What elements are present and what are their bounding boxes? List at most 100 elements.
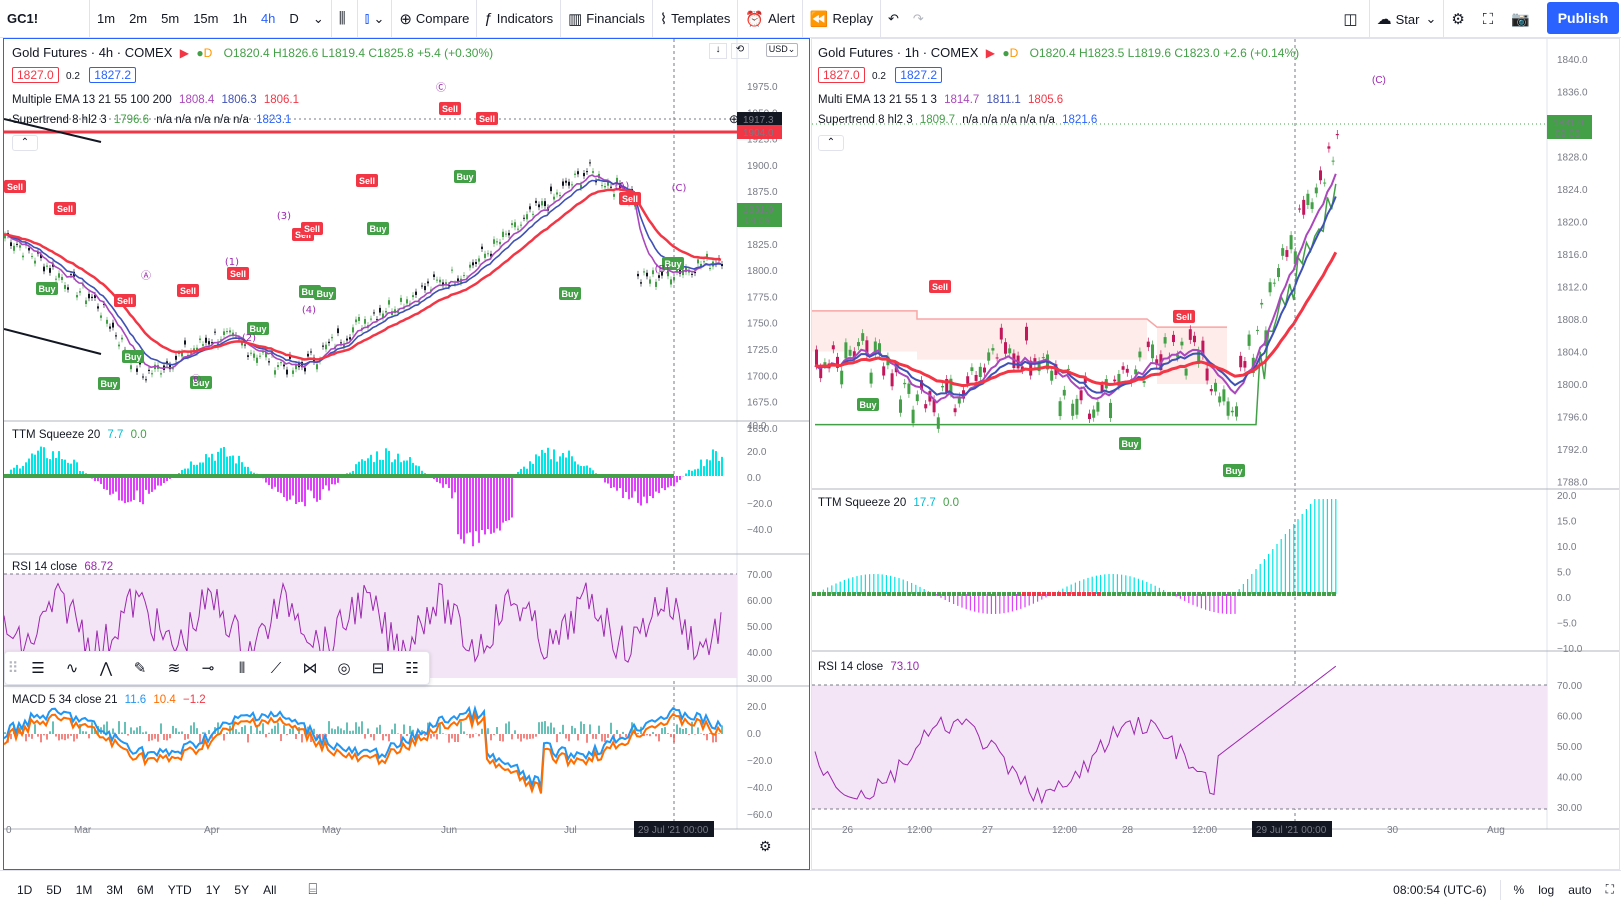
pattern-tool[interactable]: ⋈ <box>293 653 327 683</box>
templates-button[interactable]: ⌇ Templates <box>653 0 739 38</box>
reset-scale-button[interactable]: ⟲ <box>731 43 749 59</box>
collapse-legend-button[interactable]: ⌃ <box>818 135 844 151</box>
layout-button[interactable]: ◫ <box>1336 0 1370 38</box>
auto-toggle[interactable]: auto <box>1568 882 1592 897</box>
right-chart-pane[interactable]: 1840.01836.01832.01828.01824.01820.01816… <box>811 38 1620 870</box>
right-rsi-legend[interactable]: RSI 14 close 73.10 <box>818 661 919 673</box>
interval-15m[interactable]: 15m <box>186 0 225 38</box>
candle-body <box>911 409 915 424</box>
macd-hist <box>661 728 663 734</box>
settings-button[interactable]: ⚙ <box>1444 0 1475 38</box>
ray-tool[interactable]: ⊸ <box>191 653 225 683</box>
ttm-bar <box>616 476 618 491</box>
candle-body <box>520 224 522 226</box>
abc-pattern-tool[interactable]: ⋀ <box>89 653 123 683</box>
bid-price[interactable]: 1827.0 <box>818 67 865 83</box>
compare-button[interactable]: ⊕ Compare <box>392 0 478 38</box>
drag-handle-icon[interactable]: ⠿ <box>7 660 19 677</box>
price-tick: 1820.0 <box>1557 218 1588 229</box>
interval-dropdown[interactable]: ⌄ <box>306 0 332 38</box>
macd-hist <box>604 734 606 743</box>
macd-hist <box>523 734 525 739</box>
candle-body <box>658 275 660 278</box>
fullscreen-button[interactable]: ⛶ <box>1476 0 1505 38</box>
candle-body <box>445 282 447 285</box>
ema-label: Multi EMA 13 21 55 1 3 <box>818 94 937 106</box>
spiral-tool[interactable]: ◎ <box>327 653 361 683</box>
left-chart-pane[interactable]: 1975.01950.01925.01900.01875.01850.01825… <box>3 38 810 870</box>
fib-channel-tool[interactable]: ≋ <box>157 653 191 683</box>
time-tick: Aug <box>1487 825 1505 836</box>
left-chart-canvas[interactable]: 1975.01950.01925.01900.01875.01850.01825… <box>4 39 810 870</box>
alert-button[interactable]: ⏰ Alert <box>738 0 803 38</box>
replay-button[interactable]: ⏪ Replay <box>803 0 881 38</box>
candle-body <box>1109 402 1112 419</box>
ttm-tick: 5.0 <box>1557 568 1571 579</box>
right-supertrend-legend[interactable]: Supertrend 8 hl2 3 1809.7 n/a n/a n/a n/… <box>818 114 1097 126</box>
undo-button[interactable]: ↶ <box>881 0 906 38</box>
snapshot-button[interactable]: 📷 <box>1504 0 1541 38</box>
range-5d[interactable]: 5D <box>46 882 62 897</box>
ask-price[interactable]: 1827.2 <box>895 67 942 83</box>
interval-2m[interactable]: 2m <box>122 0 154 38</box>
bid-price[interactable]: 1827.0 <box>12 67 59 83</box>
range-5y[interactable]: 5Y <box>234 882 250 897</box>
range-3m[interactable]: 3M <box>106 882 124 897</box>
signal-sell-bg <box>929 280 951 293</box>
expand-icon[interactable]: ⛶ <box>1605 882 1614 896</box>
interval-d[interactable]: D <box>282 0 305 38</box>
indicators-button[interactable]: ƒ Indicators <box>477 0 562 38</box>
percent-toggle[interactable]: % <box>1513 882 1525 897</box>
log-toggle[interactable]: log <box>1538 882 1555 897</box>
collapse-legend-button[interactable]: ⌃ <box>12 135 38 151</box>
range-all[interactable]: All <box>263 882 277 897</box>
ttm-bar <box>400 462 402 476</box>
chart-type-bars-button[interactable]: ⫼ <box>332 0 358 38</box>
clock[interactable]: 08:00:54 (UTC-6) <box>1393 882 1487 897</box>
range-6m[interactable]: 6M <box>137 882 154 897</box>
supertrend-upper <box>812 310 1227 328</box>
right-ema-legend[interactable]: Multi EMA 13 21 55 1 3 1814.7 1811.1 180… <box>818 94 1063 106</box>
symbol-search[interactable]: GC1! <box>0 0 90 38</box>
wave-tool[interactable]: ∿ <box>55 653 89 683</box>
interval-1m[interactable]: 1m <box>90 0 122 38</box>
range-1m[interactable]: 1M <box>75 882 93 897</box>
chart-type-candles-button[interactable]: ⫾ ⌄ <box>358 0 393 38</box>
range-ytd[interactable]: YTD <box>167 882 192 897</box>
range-1y[interactable]: 1Y <box>205 882 221 897</box>
publish-button[interactable]: Publish <box>1547 2 1619 34</box>
candle-body <box>694 271 696 274</box>
settings-lines-tool[interactable]: ☷ <box>395 653 429 683</box>
ttm-bar <box>655 476 657 492</box>
ttm-bar <box>40 446 42 476</box>
candle-body <box>49 268 51 273</box>
currency-selector[interactable]: USD⌄ <box>766 43 798 57</box>
right-chart-canvas[interactable]: 1840.01836.01832.01828.01824.01820.01816… <box>812 39 1620 870</box>
signal-buy-label: Buy <box>38 284 55 294</box>
price-tick: 1975.0 <box>747 82 778 93</box>
range-1d[interactable]: 1D <box>17 882 33 897</box>
redo-button[interactable]: ↷ <box>906 0 931 38</box>
left-macd-legend[interactable]: MACD 5 34 close 21 11.6 10.4 −1.2 <box>12 694 206 706</box>
horizontal-lines-tool[interactable]: ☰ <box>21 653 55 683</box>
pen-tool[interactable]: ✎ <box>123 653 157 683</box>
interval-1h[interactable]: 1h <box>225 0 253 38</box>
trend-line-tool[interactable]: ⟋ <box>259 653 293 683</box>
left-ttm-legend[interactable]: TTM Squeeze 20 7.7 0.0 <box>12 429 147 441</box>
gann-tool[interactable]: ⊟ <box>361 653 395 683</box>
scroll-down-button[interactable]: ↓ <box>709 43 727 59</box>
left-supertrend-legend[interactable]: Supertrend 8 hl2 3 1796.6 n/a n/a n/a n/… <box>12 114 291 126</box>
interval-4h[interactable]: 4h <box>254 0 282 38</box>
goto-date-button[interactable]: ⌸ <box>301 881 324 898</box>
right-ttm-legend[interactable]: TTM Squeeze 20 17.7 0.0 <box>818 497 959 509</box>
left-ema-legend[interactable]: Multiple EMA 13 21 55 100 200 1808.4 180… <box>12 94 299 106</box>
fib-extension-tool[interactable]: ⫴ <box>225 653 259 683</box>
rsi-line <box>4 581 722 666</box>
macd-hist <box>310 734 312 743</box>
left-rsi-legend[interactable]: RSI 14 close 68.72 <box>12 561 113 573</box>
financials-button[interactable]: ▥ Financials <box>561 0 653 38</box>
ttm-bar <box>568 450 570 476</box>
interval-5m[interactable]: 5m <box>154 0 186 38</box>
layout-save-button[interactable]: ☁ Star ⌄ <box>1370 0 1445 38</box>
ask-price[interactable]: 1827.2 <box>89 67 136 83</box>
